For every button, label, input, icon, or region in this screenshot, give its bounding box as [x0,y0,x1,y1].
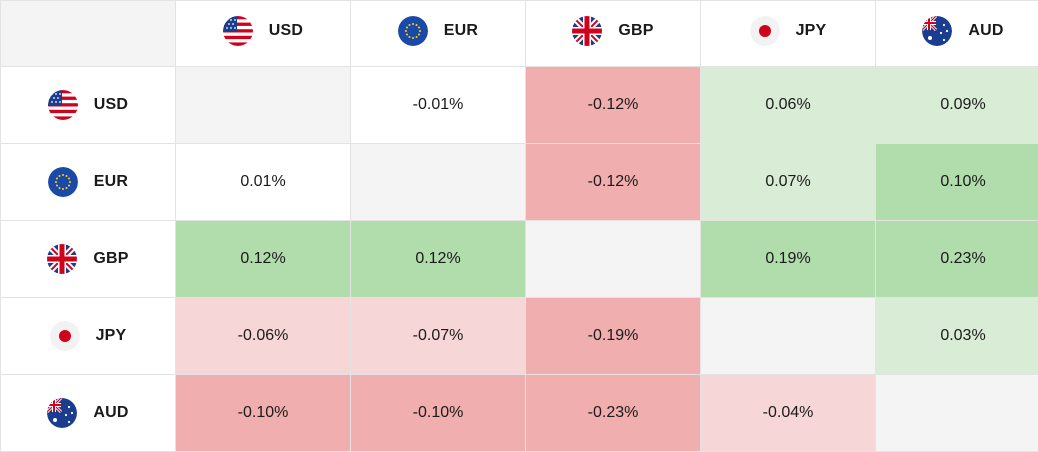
column-header-eur: EUR [351,1,526,67]
japan-flag-icon [50,321,80,351]
value-cell: 0.06% [701,67,876,144]
column-header-jpy: JPY [701,1,876,67]
column-header-usd: USD [176,1,351,67]
row-header-eur: EUR [1,144,176,221]
us-flag-icon [48,90,78,120]
column-code: AUD [968,22,1003,40]
row-code: USD [94,96,128,114]
cell-value: 0.03% [940,327,985,344]
cell-value: -0.04% [763,404,814,421]
us-flag-icon [223,16,253,46]
diagonal-cell [351,144,526,221]
column-code: GBP [618,22,653,40]
value-cell: -0.07% [351,298,526,375]
value-cell: 0.07% [701,144,876,221]
cell-value: -0.23% [588,404,639,421]
row-code: AUD [93,404,128,422]
cell-value: -0.10% [238,404,289,421]
column-code: USD [269,22,303,40]
table-row: AUD -0.10% -0.10% -0.23% -0.04% [1,375,1038,452]
table-row: EUR 0.01% -0.12% 0.07% 0.10% [1,144,1038,221]
value-cell: -0.19% [526,298,701,375]
diagonal-cell [701,298,876,375]
cell-value: -0.07% [413,327,464,344]
cell-value: -0.01% [413,96,464,113]
value-cell: 0.09% [876,67,1038,144]
diagonal-cell [526,221,701,298]
column-code: JPY [796,22,827,40]
row-code: JPY [96,327,127,345]
column-header-gbp: GBP [526,1,701,67]
cell-value: -0.19% [588,327,639,344]
column-header-aud: AUD [876,1,1038,67]
value-cell: -0.04% [701,375,876,452]
eu-flag-icon [48,167,78,197]
australia-flag-icon [47,398,77,428]
row-header-usd: USD [1,67,176,144]
header-row: USD EUR [1,1,1038,67]
currency-heatmap: USD EUR [0,0,1038,436]
row-header-jpy: JPY [1,298,176,375]
diagonal-cell [876,375,1038,452]
uk-flag-icon [47,244,77,274]
value-cell: -0.10% [351,375,526,452]
row-code: GBP [93,250,128,268]
value-cell: -0.23% [526,375,701,452]
cell-value: 0.23% [940,250,985,267]
cell-value: 0.12% [415,250,460,267]
diagonal-cell [176,67,351,144]
value-cell: -0.01% [351,67,526,144]
row-header-aud: AUD [1,375,176,452]
cell-value: 0.12% [240,250,285,267]
value-cell: -0.06% [176,298,351,375]
value-cell: -0.12% [526,67,701,144]
column-code: EUR [444,22,478,40]
value-cell: 0.01% [176,144,351,221]
japan-flag-icon [750,16,780,46]
value-cell: 0.19% [701,221,876,298]
value-cell: 0.23% [876,221,1038,298]
australia-flag-icon [922,16,952,46]
value-cell: 0.10% [876,144,1038,221]
cell-value: -0.10% [413,404,464,421]
corner-cell [1,1,176,67]
value-cell: -0.12% [526,144,701,221]
cell-value: -0.12% [588,96,639,113]
cell-value: 0.09% [940,96,985,113]
eu-flag-icon [398,16,428,46]
value-cell: 0.12% [176,221,351,298]
value-cell: 0.03% [876,298,1038,375]
uk-flag-icon [572,16,602,46]
table-row: USD -0.01% -0.12% 0.06% 0.09% [1,67,1038,144]
cell-value: 0.06% [765,96,810,113]
cell-value: -0.06% [238,327,289,344]
cell-value: -0.12% [588,173,639,190]
row-header-gbp: GBP [1,221,176,298]
table-row: GBP 0.12% 0.12% 0.19% 0.23% [1,221,1038,298]
cell-value: 0.19% [765,250,810,267]
cell-value: 0.10% [940,173,985,190]
cell-value: 0.01% [240,173,285,190]
cell-value: 0.07% [765,173,810,190]
value-cell: 0.12% [351,221,526,298]
table-row: JPY -0.06% -0.07% -0.19% 0.03% [1,298,1038,375]
row-code: EUR [94,173,128,191]
value-cell: -0.10% [176,375,351,452]
